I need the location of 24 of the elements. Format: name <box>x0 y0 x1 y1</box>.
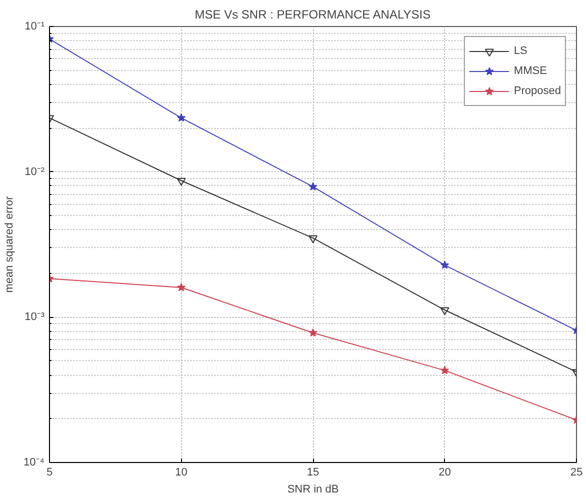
legend-label: MMSE <box>514 65 547 77</box>
x-tick-label: 20 <box>438 466 451 478</box>
point <box>440 260 450 269</box>
y-tick-label: 10⁻¹ <box>24 20 45 32</box>
x-tick-label: 10 <box>175 466 188 478</box>
point <box>440 307 450 316</box>
point <box>308 328 318 337</box>
point <box>176 178 186 186</box>
point <box>308 235 318 244</box>
y-axis-title: mean squared error <box>4 196 16 293</box>
y-tick-label: 10⁻³ <box>24 311 45 324</box>
x-tick-label: 25 <box>570 466 583 478</box>
x-tick-label: 15 <box>306 466 320 478</box>
point <box>176 113 186 122</box>
x-axis-title: SNR in dB <box>287 484 339 496</box>
x-tick-label: 5 <box>46 466 53 478</box>
y-tick-label: 10⁻⁴ <box>24 456 45 468</box>
legend-label: LS <box>514 45 528 57</box>
point <box>308 182 318 190</box>
chart-title: MSE Vs SNR : PERFORMANCE ANALYSIS <box>194 8 431 22</box>
point <box>176 283 186 292</box>
point <box>440 366 450 374</box>
y-tick-label: 10⁻² <box>24 166 45 178</box>
legend-label: Proposed <box>514 85 561 97</box>
